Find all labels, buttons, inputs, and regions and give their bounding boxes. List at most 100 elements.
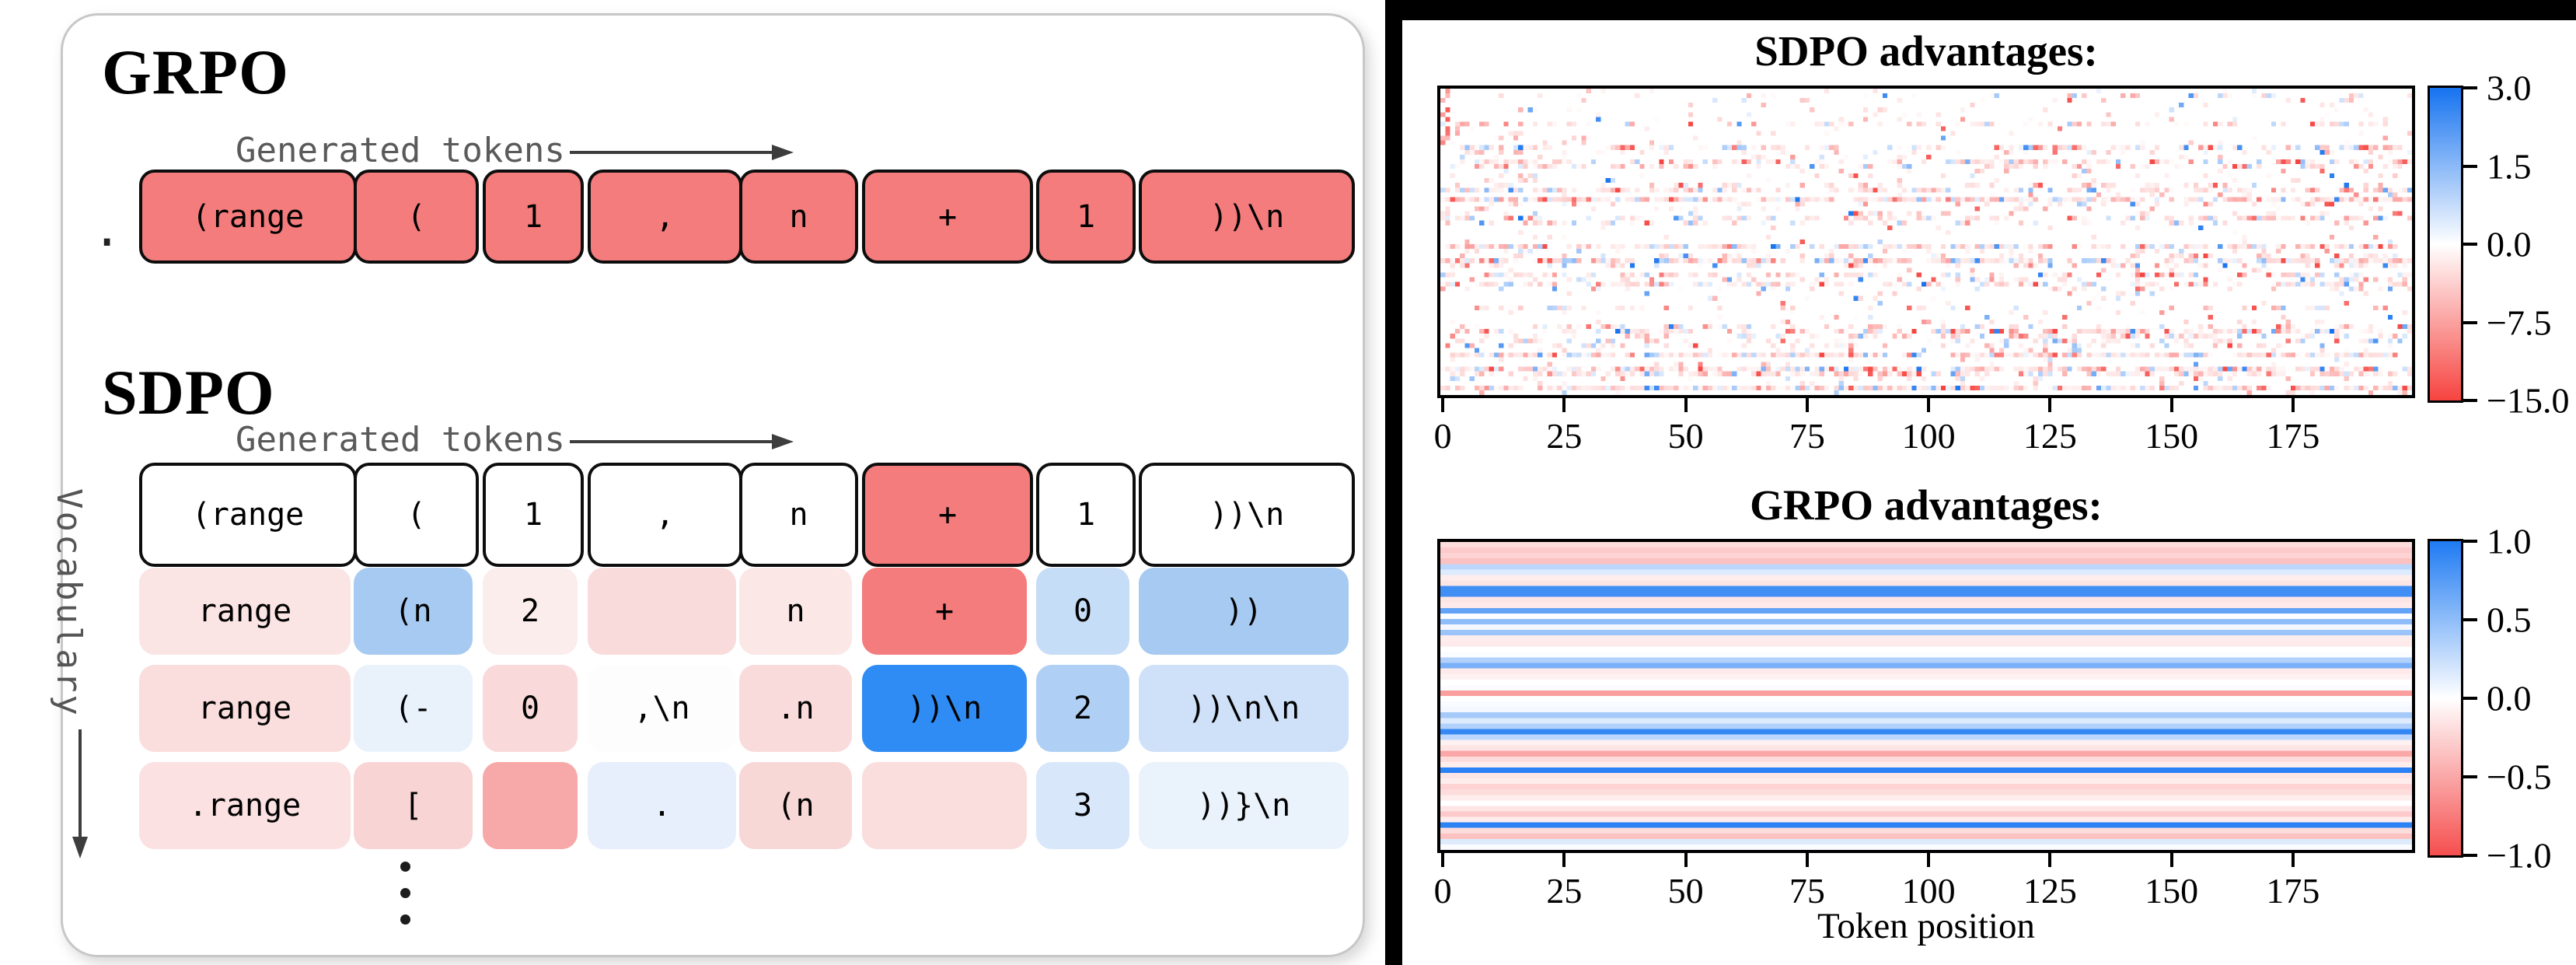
x-tick-mark <box>1927 853 1931 867</box>
grpo-token-box: n <box>739 170 858 264</box>
vocab-ellipsis-dot <box>400 888 410 898</box>
x-tick-mark <box>2169 853 2173 867</box>
sdpo-vocab-cell: range <box>139 568 351 655</box>
x-tick-label: 150 <box>2145 416 2199 456</box>
colorbar-tick-mark <box>2463 86 2477 89</box>
colorbar-tick-label: −7.5 <box>2487 302 2552 342</box>
x-tick-label: 75 <box>1789 416 1825 456</box>
sdpo-vocab-cell: 0 <box>1036 568 1129 655</box>
colorbar-tick-mark <box>2463 697 2477 700</box>
sdpo-vocab-cell <box>483 762 578 849</box>
sdpo-vocab-cell <box>588 568 736 655</box>
matplotlib-figure: SDPO advantages: GRPO advantages: Token … <box>1402 20 2576 965</box>
x-tick-mark <box>1562 853 1566 867</box>
x-tick-mark <box>1684 853 1688 867</box>
x-tick-label: 125 <box>2023 871 2077 911</box>
arrow-right-icon <box>570 145 794 160</box>
colorbar-tick-mark <box>2463 164 2477 168</box>
vocab-ellipsis-dot <box>400 862 410 872</box>
grpo-advantages-title: GRPO advantages: <box>1750 481 2103 529</box>
x-tick-label: 0 <box>1433 871 1452 911</box>
x-tick-mark <box>2291 853 2295 867</box>
x-tick-mark <box>2169 398 2173 412</box>
x-tick-mark <box>1441 853 1445 867</box>
sdpo-vocab-cell: .range <box>139 762 351 849</box>
sdpo-heatmap <box>1437 86 2415 398</box>
x-tick-mark <box>1562 398 1566 412</box>
x-tick-mark <box>1805 853 1809 867</box>
colorbar-tick-label: −0.5 <box>2487 757 2552 797</box>
colorbar-tick-label: 0.0 <box>2487 678 2532 719</box>
colorbar-tick-label: −1.0 <box>2487 835 2552 876</box>
sdpo-vocab-cell: 2 <box>1036 665 1129 752</box>
arrow-right-icon <box>570 434 794 449</box>
x-tick-mark <box>1684 398 1688 412</box>
sdpo-colorbar <box>2428 86 2463 403</box>
sdpo-vocab-cell: .n <box>739 665 852 752</box>
sdpo-generated-tokens-label: Generated tokens <box>236 420 565 460</box>
grpo-token-box: (range <box>139 170 357 264</box>
sdpo-vocab-cell: )) <box>1139 568 1349 655</box>
sdpo-generated-token-box: 1 <box>483 463 584 567</box>
grpo-generated-tokens-label: Generated tokens <box>236 131 565 170</box>
x-tick-mark <box>1805 398 1809 412</box>
sdpo-generated-token-box: + <box>862 463 1033 567</box>
colorbar-tick-mark <box>2463 775 2477 778</box>
colorbar-tick-mark <box>2463 854 2477 857</box>
colorbar-tick-mark <box>2463 399 2477 402</box>
colorbar-tick-mark <box>2463 540 2477 543</box>
x-tick-label: 0 <box>1433 416 1452 456</box>
sdpo-vocab-cell: 0 <box>483 665 578 752</box>
grpo-token-box: , <box>588 170 742 264</box>
sdpo-vocab-cell: ))\n <box>862 665 1027 752</box>
x-tick-label: 75 <box>1789 871 1825 911</box>
sdpo-vocab-cell: ,\n <box>588 665 736 752</box>
sdpo-vocab-cell: (- <box>354 665 473 752</box>
x-tick-label: 150 <box>2145 871 2199 911</box>
x-tick-label: 25 <box>1546 871 1583 911</box>
vocab-ellipsis-dot <box>400 914 410 925</box>
sdpo-generated-token-box: (range <box>139 463 357 567</box>
sdpo-generated-token-box: n <box>739 463 858 567</box>
sdpo-generated-token-box: ( <box>354 463 479 567</box>
grpo-heatmap-image <box>1440 542 2412 850</box>
colorbar-tick-label: 0.5 <box>2487 600 2532 640</box>
x-tick-mark <box>2048 853 2052 867</box>
vocabulary-axis-label: Vocabulary <box>49 488 89 718</box>
x-tick-label: 175 <box>2266 416 2320 456</box>
token-diagram-card: GRPO Generated tokens ... SDPO Generated… <box>49 13 1365 957</box>
sdpo-vocab-cell <box>862 762 1027 849</box>
colorbar-tick-label: 3.0 <box>2487 68 2532 108</box>
grpo-token-box: + <box>862 170 1033 264</box>
x-tick-label: 25 <box>1546 416 1583 456</box>
colorbar-tick-label: 0.0 <box>2487 224 2532 264</box>
grpo-colorbar <box>2428 539 2463 858</box>
colorbar-tick-mark <box>2463 618 2477 621</box>
sdpo-vocab-cell: [ <box>354 762 473 849</box>
sdpo-vocab-cell: 3 <box>1036 762 1129 849</box>
colorbar-tick-label: 1.0 <box>2487 521 2532 561</box>
grpo-token-box: 1 <box>483 170 584 264</box>
grpo-heading: GRPO <box>102 37 289 107</box>
grpo-token-box: ))\n <box>1139 170 1355 264</box>
x-tick-label: 100 <box>1901 871 1956 911</box>
sdpo-heading: SDPO <box>102 357 275 428</box>
x-tick-label: 125 <box>2023 416 2077 456</box>
sdpo-heatmap-image <box>1440 89 2412 395</box>
sdpo-vocab-cell: (n <box>739 762 852 849</box>
sdpo-generated-token-box: , <box>588 463 742 567</box>
sdpo-vocab-cell: ))\n\n <box>1139 665 1349 752</box>
colorbar-tick-label: −15.0 <box>2487 380 2570 421</box>
x-tick-label: 50 <box>1667 416 1704 456</box>
x-tick-label: 175 <box>2266 871 2320 911</box>
grpo-heatmap <box>1437 539 2415 853</box>
x-tick-mark <box>2291 398 2295 412</box>
colorbar-tick-label: 1.5 <box>2487 146 2532 186</box>
advantage-plots-panel: SDPO advantages: GRPO advantages: Token … <box>1385 0 2576 965</box>
sdpo-advantages-title: SDPO advantages: <box>1754 27 2098 75</box>
sdpo-generated-token-box: 1 <box>1036 463 1136 567</box>
sdpo-vocab-cell: n <box>739 568 852 655</box>
sdpo-vocab-cell: (n <box>354 568 473 655</box>
arrow-down-icon <box>72 729 88 858</box>
